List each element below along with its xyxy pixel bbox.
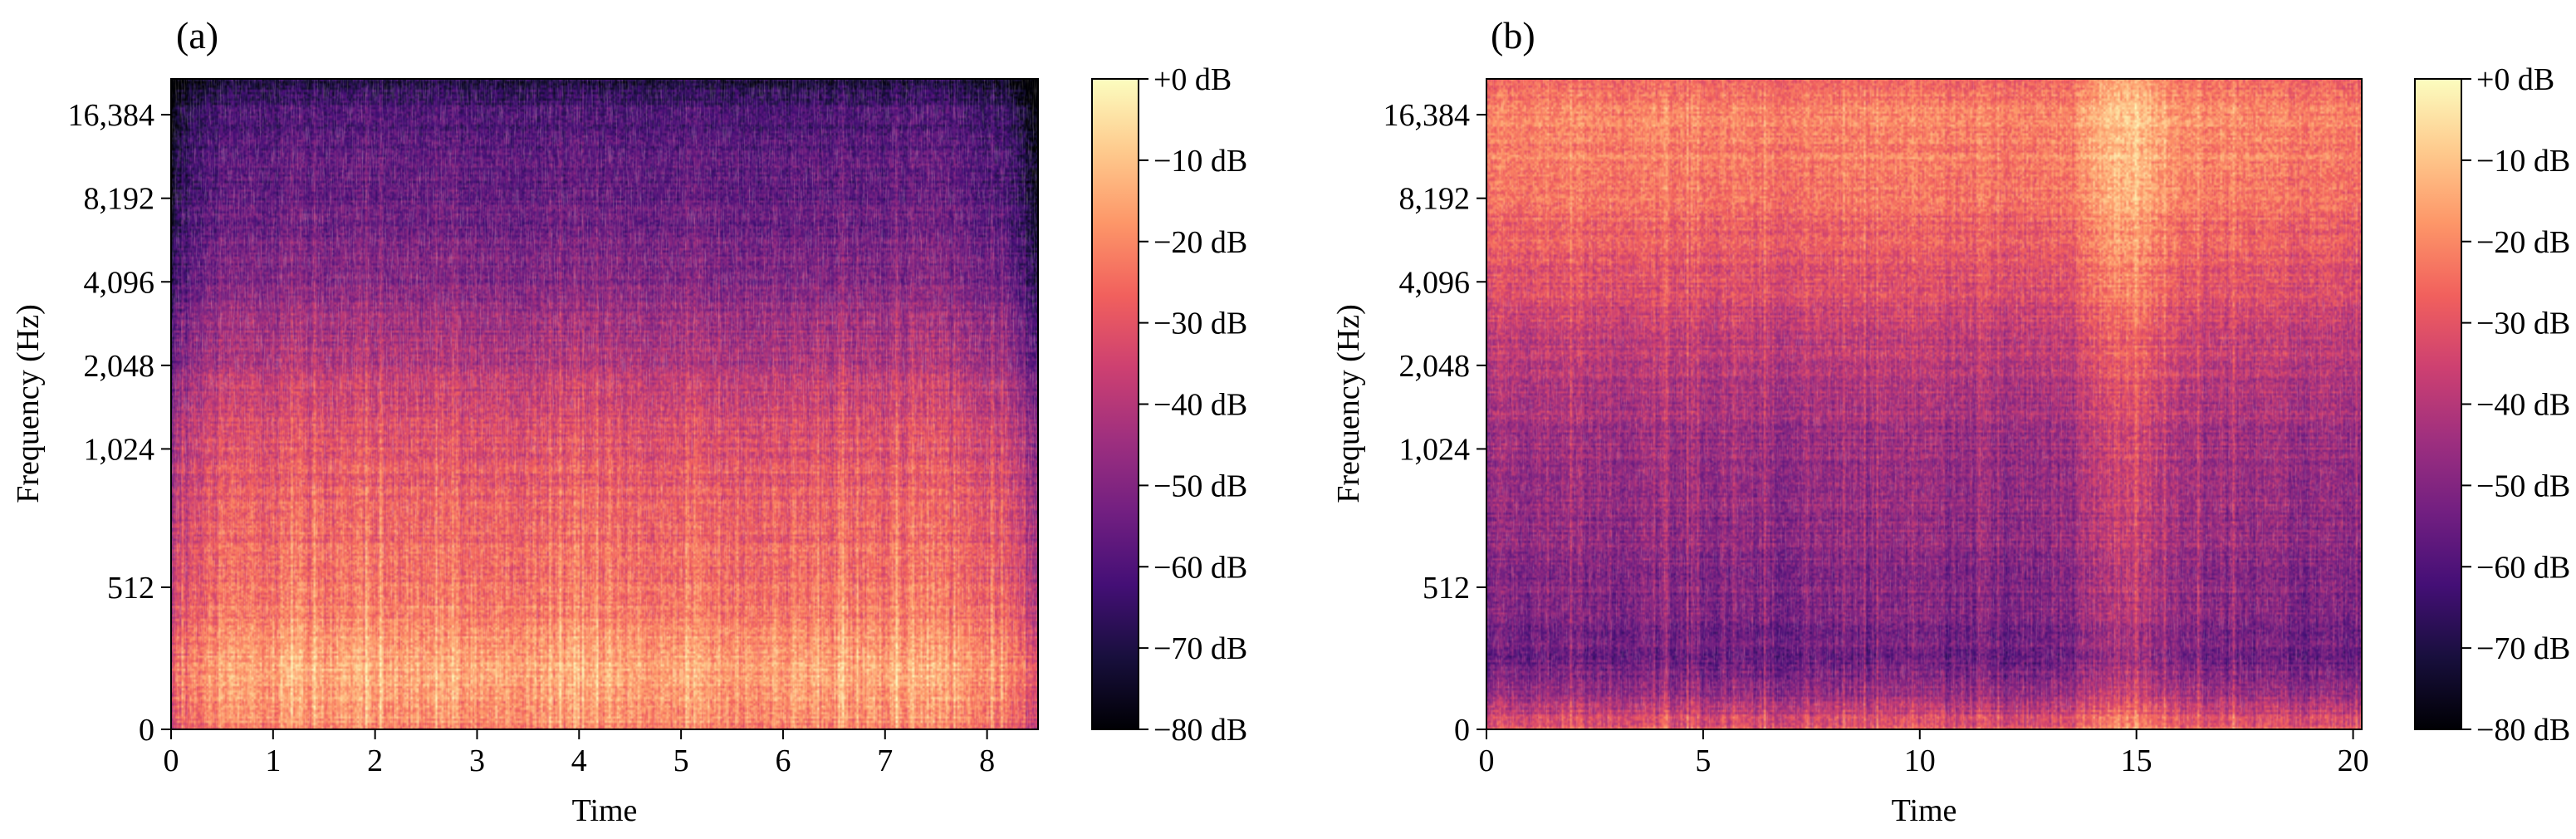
colorbar-tick-label: −80 dB	[1153, 713, 1247, 748]
colorbar-tick-label: −10 dB	[2476, 144, 2570, 179]
x-tick-label: 2	[367, 743, 383, 778]
y-tick-label: 512	[107, 571, 154, 606]
plot-frame-a	[170, 78, 1039, 730]
colorbar-gradient-b	[2414, 78, 2462, 730]
y-tick-label: 1,024	[1399, 432, 1471, 467]
colorbar-tick-label: −50 dB	[1153, 469, 1247, 503]
y-tick-label: 2,048	[84, 349, 155, 384]
spectrogram-texture-b	[1486, 79, 2362, 729]
x-tick-label: 3	[469, 743, 485, 778]
x-tick-label: 1	[265, 743, 281, 778]
colorbar-tick-label: −10 dB	[1153, 144, 1247, 179]
spectrogram-a	[171, 79, 1038, 729]
y-axis-b: 0 512 1,024 2,048 4,096 8,192 16,384	[1383, 98, 1486, 748]
colorbar-tick-label: −60 dB	[1153, 550, 1247, 585]
y-tick-label: 4,096	[1399, 265, 1471, 300]
x-tick-label: 10	[1904, 743, 1936, 778]
colorbar-tick-label: −30 dB	[2476, 307, 2570, 341]
y-tick-label: 4,096	[84, 265, 155, 300]
y-tick-label: 8,192	[84, 182, 155, 217]
colorbar-tick-label: −80 dB	[2476, 713, 2570, 748]
x-tick-label: 15	[2121, 743, 2152, 778]
colorbar-tick-label: −70 dB	[1153, 631, 1247, 666]
spectrogram-b	[1486, 79, 2362, 729]
panel-a: (a) 0 1 2 3 4 5 6 7 8 0 512 1,024 2,048 4,096 8,192 16…	[11, 14, 1247, 828]
y-tick-label: 16,384	[1383, 98, 1471, 133]
x-tick-label: 5	[1695, 743, 1711, 778]
y-tick-label: 0	[139, 713, 154, 748]
x-tick-label: 5	[673, 743, 689, 778]
y-tick-label: 1,024	[84, 432, 155, 467]
spectrogram-texture-a	[171, 79, 1038, 729]
colorbar-gradient-a	[1091, 78, 1139, 730]
x-axis-b: 0 5 10 15 20	[1479, 729, 2369, 778]
y-axis-label-a: Frequency (Hz)	[11, 304, 46, 503]
panel-label-b: (b)	[1491, 14, 1535, 56]
colorbar-tick-label: −20 dB	[1153, 225, 1247, 260]
colorbar-ticks-b: +0 dB −10 dB −20 dB −30 dB −40 dB −50 dB −60 d…	[2461, 62, 2570, 748]
x-tick-label: 7	[877, 743, 893, 778]
colorbar-tick-label: −50 dB	[2476, 469, 2570, 503]
x-axis-label-a: Time	[572, 793, 638, 828]
colorbar-tick-label: −30 dB	[1153, 307, 1247, 341]
x-axis-a: 0 1 2 3 4 5 6 7 8	[164, 729, 995, 778]
colorbar-tick-label: −20 dB	[2476, 225, 2570, 260]
colorbar-tick-label: −70 dB	[2476, 631, 2570, 666]
x-tick-label: 6	[775, 743, 791, 778]
colorbar-ticks-a: +0 dB −10 dB −20 dB −30 dB −40 dB −50 dB −60 d…	[1139, 62, 1247, 748]
y-tick-label: 512	[1423, 571, 1470, 606]
colorbar-tick-label: +0 dB	[2476, 62, 2554, 97]
y-tick-label: 16,384	[68, 98, 155, 133]
y-tick-label: 8,192	[1399, 182, 1471, 217]
colorbar-a: +0 dB −10 dB −20 dB −30 dB −40 dB −50 dB −60 d…	[1091, 62, 1247, 748]
plot-frame-b	[1486, 78, 2363, 730]
colorbar-tick-label: +0 dB	[1153, 62, 1232, 97]
panel-label-a: (a)	[176, 14, 218, 56]
colorbar-b: +0 dB −10 dB −20 dB −30 dB −40 dB −50 dB −60 d…	[2414, 62, 2570, 748]
y-axis-label-b: Frequency (Hz)	[1331, 304, 1366, 503]
x-tick-label: 0	[164, 743, 179, 778]
colorbar-tick-label: −40 dB	[2476, 388, 2570, 423]
colorbar-tick-label: −60 dB	[2476, 550, 2570, 585]
panel-b: (b) 0 5 10 15 20 0 512 1,024 2,048 4,096 8,192 16,…	[1331, 14, 2570, 828]
y-tick-label: 0	[1454, 713, 1470, 748]
x-tick-label: 0	[1479, 743, 1495, 778]
y-axis-a: 0 512 1,024 2,048 4,096 8,192 16,384	[68, 98, 171, 748]
x-tick-label: 4	[571, 743, 587, 778]
x-tick-label: 8	[979, 743, 995, 778]
colorbar-tick-label: −40 dB	[1153, 388, 1247, 423]
y-tick-label: 2,048	[1399, 349, 1471, 384]
x-axis-label-b: Time	[1892, 793, 1957, 828]
x-tick-label: 20	[2338, 743, 2369, 778]
